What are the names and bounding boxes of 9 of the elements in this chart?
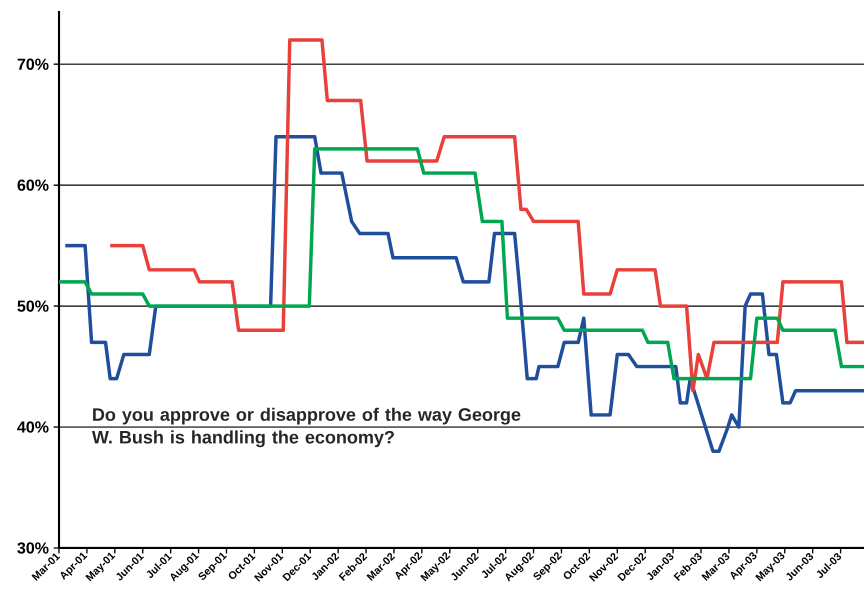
y-tick-label: 50% bbox=[17, 300, 49, 312]
line-series bbox=[64, 135, 864, 453]
y-tick-label: 40% bbox=[17, 421, 49, 433]
y-tick-label: 30% bbox=[17, 542, 49, 554]
line-series bbox=[57, 147, 864, 380]
line-series bbox=[108, 38, 864, 392]
text: Do you approve or disapprove of the way George W. Bush is handling the economy? bbox=[92, 408, 520, 448]
y-tick-label: 60% bbox=[18, 179, 49, 191]
y-tick-label: 70% bbox=[18, 58, 49, 70]
